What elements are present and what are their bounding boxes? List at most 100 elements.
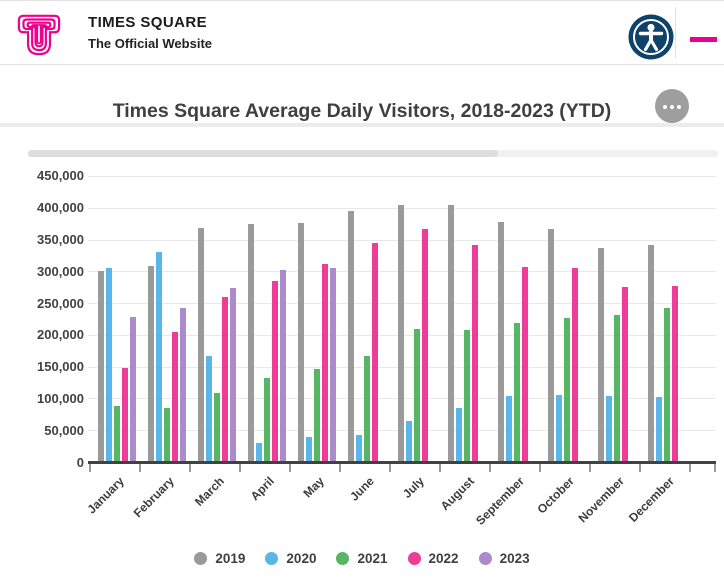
times-square-logo[interactable] (17, 14, 61, 56)
bar-2021-november[interactable] (614, 315, 620, 462)
bar-2019-november[interactable] (598, 247, 604, 462)
bar-2021-january[interactable] (114, 406, 120, 462)
brand-text-block: TIMES SQUARE The Official Website (88, 14, 212, 51)
x-axis-tick (589, 463, 591, 472)
y-axis-tick-label: 100,000 (37, 390, 84, 406)
x-axis-tick (139, 463, 141, 472)
bar-2021-february[interactable] (164, 407, 170, 462)
accessibility-button[interactable] (628, 14, 674, 60)
bar-2020-august[interactable] (456, 407, 462, 462)
chart-plot-area: 0 50,000 100,000 150,000 200,000 250,000 300,0… (0, 151, 724, 541)
legend-item-2019[interactable]: 2019 (194, 551, 245, 566)
bar-2022-may[interactable] (322, 264, 328, 462)
bar-2023-january[interactable] (130, 317, 136, 462)
brand-title: TIMES SQUARE (88, 14, 207, 31)
bar-2019-march[interactable] (198, 228, 204, 462)
bar-2020-march[interactable] (206, 355, 212, 462)
x-axis-tick (89, 463, 91, 472)
bar-2020-april[interactable] (256, 442, 262, 462)
y-axis-tick-label: 0 (76, 454, 84, 470)
legend-item-2023[interactable]: 2023 (478, 551, 530, 566)
bar-2020-december[interactable] (656, 397, 662, 462)
legend-item-2021[interactable]: 2021 (336, 551, 388, 566)
legend-label: 2023 (499, 551, 530, 566)
bar-2020-june[interactable] (356, 434, 362, 462)
bar-2022-june[interactable] (372, 243, 378, 462)
ellipsis-more-options-icon (662, 99, 683, 114)
x-axis-tick (389, 463, 391, 472)
bar-2022-august[interactable] (472, 245, 478, 462)
x-axis-tick (439, 463, 441, 472)
y-axis-tick-label: 400,000 (37, 200, 84, 216)
bar-2019-december[interactable] (648, 244, 654, 462)
y-axis-tick-label: 200,000 (37, 327, 84, 343)
y-axis-tick-label: 300,000 (37, 263, 84, 279)
legend-label: 2019 (215, 551, 246, 566)
y-gridline (88, 175, 716, 177)
bar-2021-december[interactable] (664, 307, 670, 462)
x-axis-tick (339, 463, 341, 472)
bar-2022-march[interactable] (222, 297, 228, 462)
legend-label: 2022 (428, 551, 459, 566)
bar-2022-december[interactable] (672, 285, 678, 462)
y-axis-tick-label: 450,000 (37, 168, 84, 184)
bar-2020-october[interactable] (556, 395, 562, 462)
bar-2022-september[interactable] (522, 266, 528, 462)
y-axis-tick-label: 50,000 (44, 422, 84, 438)
bar-2021-june[interactable] (364, 356, 370, 462)
x-axis-tick (289, 463, 291, 472)
bar-2022-april[interactable] (272, 280, 278, 462)
bar-2021-september[interactable] (514, 323, 520, 462)
times-square-concentric-t-logo-icon (17, 14, 61, 56)
bar-2019-june[interactable] (348, 210, 354, 462)
bar-2022-february[interactable] (172, 332, 178, 462)
bar-2021-october[interactable] (564, 317, 570, 462)
legend-dot-icon (336, 552, 350, 565)
legend-dot-icon (407, 552, 421, 565)
chart-legend: 2019 2020 2021 2022 2023 (0, 551, 724, 566)
bar-2019-october[interactable] (548, 228, 554, 462)
bar-2021-march[interactable] (214, 393, 220, 462)
bar-2023-february[interactable] (180, 307, 186, 462)
bar-2022-november[interactable] (622, 287, 628, 462)
bar-2021-july[interactable] (414, 328, 420, 462)
scrollbar-thumb[interactable] (28, 150, 498, 157)
bar-2023-march[interactable] (230, 288, 236, 462)
bar-2022-january[interactable] (122, 367, 128, 462)
bar-2020-january[interactable] (106, 268, 112, 462)
chart-context-menu-button[interactable] (655, 89, 689, 123)
bar-2019-january[interactable] (98, 270, 104, 462)
bar-2019-may[interactable] (298, 223, 304, 462)
y-axis-tick-label: 150,000 (37, 359, 84, 375)
x-axis-tick (539, 463, 541, 472)
bar-2019-july[interactable] (398, 204, 404, 462)
bar-2020-february[interactable] (156, 251, 162, 462)
bar-2022-october[interactable] (572, 267, 578, 462)
brand-subtitle: The Official Website (88, 36, 213, 51)
bar-2023-may[interactable] (330, 267, 336, 462)
bar-2021-august[interactable] (464, 329, 470, 462)
bar-2021-may[interactable] (314, 368, 320, 462)
bar-2020-september[interactable] (506, 395, 512, 462)
x-axis-tick (689, 463, 691, 472)
bar-2019-september[interactable] (498, 221, 504, 462)
x-axis-tick (239, 463, 241, 472)
x-axis-tick (189, 463, 191, 472)
horizontal-scrollbar[interactable] (28, 150, 718, 157)
bar-2023-april[interactable] (280, 270, 286, 462)
bar-2021-april[interactable] (264, 378, 270, 462)
chart-title: Times Square Average Daily Visitors, 201… (112, 100, 612, 123)
bar-2020-july[interactable] (406, 420, 412, 462)
header-divider (675, 7, 676, 58)
bar-2020-may[interactable] (306, 436, 312, 462)
bar-2019-april[interactable] (248, 224, 254, 462)
bar-2019-august[interactable] (448, 204, 454, 462)
legend-item-2022[interactable]: 2022 (407, 551, 459, 566)
bar-2019-february[interactable] (148, 265, 154, 462)
bar-2022-july[interactable] (422, 228, 428, 462)
bar-2020-november[interactable] (606, 395, 612, 462)
legend-item-2020[interactable]: 2020 (265, 551, 316, 566)
title-divider (0, 123, 724, 127)
menu-button[interactable] (690, 23, 717, 50)
